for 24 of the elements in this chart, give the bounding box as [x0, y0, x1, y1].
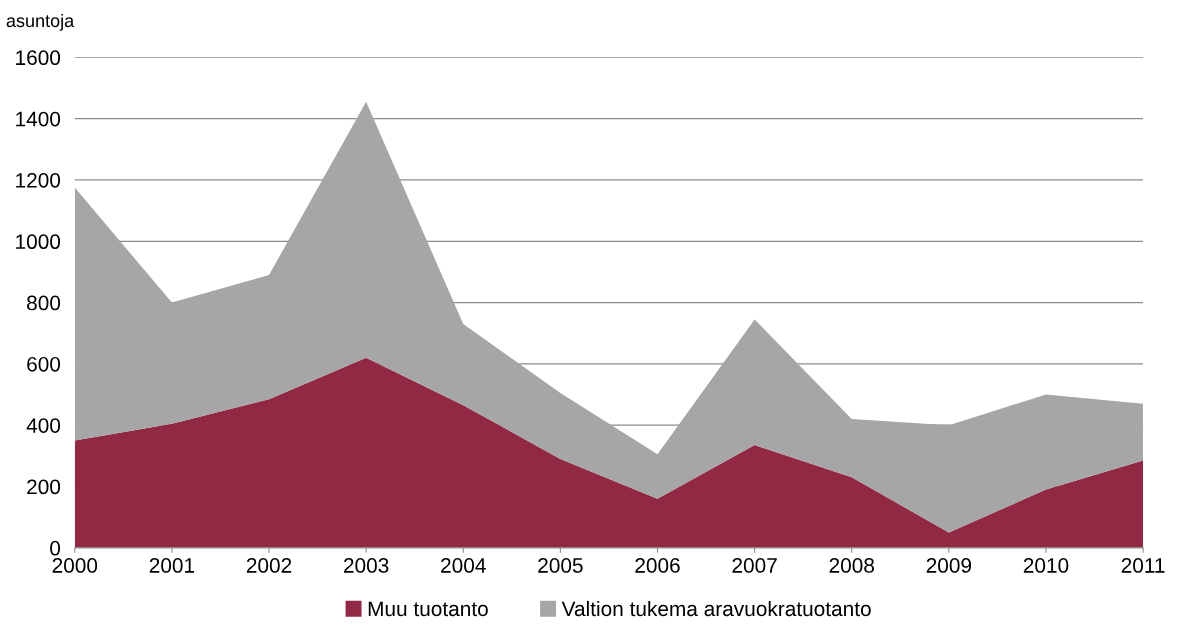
y-tick-label: 0 — [50, 540, 61, 556]
y-axis-title: asuntoja — [6, 13, 75, 31]
y-tick-label: 400 — [26, 418, 61, 433]
y-tick-label: 1600 — [16, 50, 61, 66]
x-tick-label: 2009 — [926, 558, 972, 573]
x-tick-label: 2005 — [538, 558, 583, 573]
x-tick-label: 2007 — [732, 558, 777, 573]
x-tick-label: 2008 — [829, 558, 874, 573]
y-tick-label: 200 — [27, 479, 61, 495]
x-tick-label: 2011 — [1121, 558, 1165, 573]
legend-label: Valtion tukema aravuokratuotanto — [561, 600, 871, 617]
legend-label: Muu tuotanto — [368, 601, 488, 617]
x-tick-label: 2000 — [52, 558, 98, 573]
x-tick-label: 2004 — [441, 558, 486, 573]
x-tick-label: 2006 — [635, 558, 680, 573]
y-tick-label: 800 — [27, 295, 61, 311]
y-tick-label: 1000 — [16, 234, 61, 250]
y-tick-label: 1400 — [16, 111, 61, 127]
x-tick-label: 2010 — [1023, 558, 1069, 573]
x-tick-label: 2003 — [344, 558, 389, 573]
y-tick-label: 600 — [27, 356, 61, 372]
x-tick-label: 2002 — [246, 558, 292, 573]
x-tick-label: 2001 — [149, 558, 195, 573]
y-tick-label: 1200 — [16, 172, 61, 188]
